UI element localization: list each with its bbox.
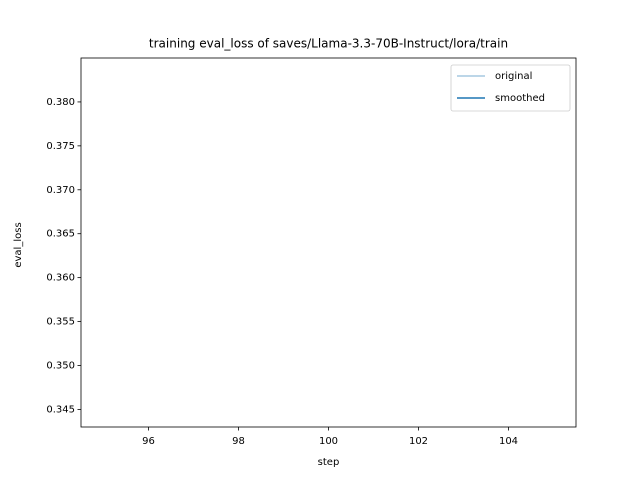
x-tick-label: 102 [409,436,428,447]
x-tick-label: 96 [142,436,155,447]
y-tick-label: 0.365 [46,229,75,240]
x-tick-label: 100 [319,436,338,447]
y-tick-label: 0.345 [46,404,75,415]
y-tick-label: 0.355 [46,317,75,328]
y-axis-label: eval_loss [13,222,24,267]
y-tick-label: 0.380 [46,97,75,108]
x-tick-label: 104 [499,436,518,447]
plot-frame [80,57,577,428]
y-tick-label: 0.350 [46,361,75,372]
legend-label: original [495,71,532,82]
y-tick-label: 0.370 [46,185,75,196]
chart-title: training eval_loss of saves/Llama-3.3-70… [149,37,508,51]
x-axis-label: step [318,457,340,468]
y-tick-label: 0.375 [46,141,75,152]
legend-label: smoothed [495,93,545,104]
y-tick-label: 0.360 [46,273,75,284]
x-tick-label: 98 [232,436,245,447]
